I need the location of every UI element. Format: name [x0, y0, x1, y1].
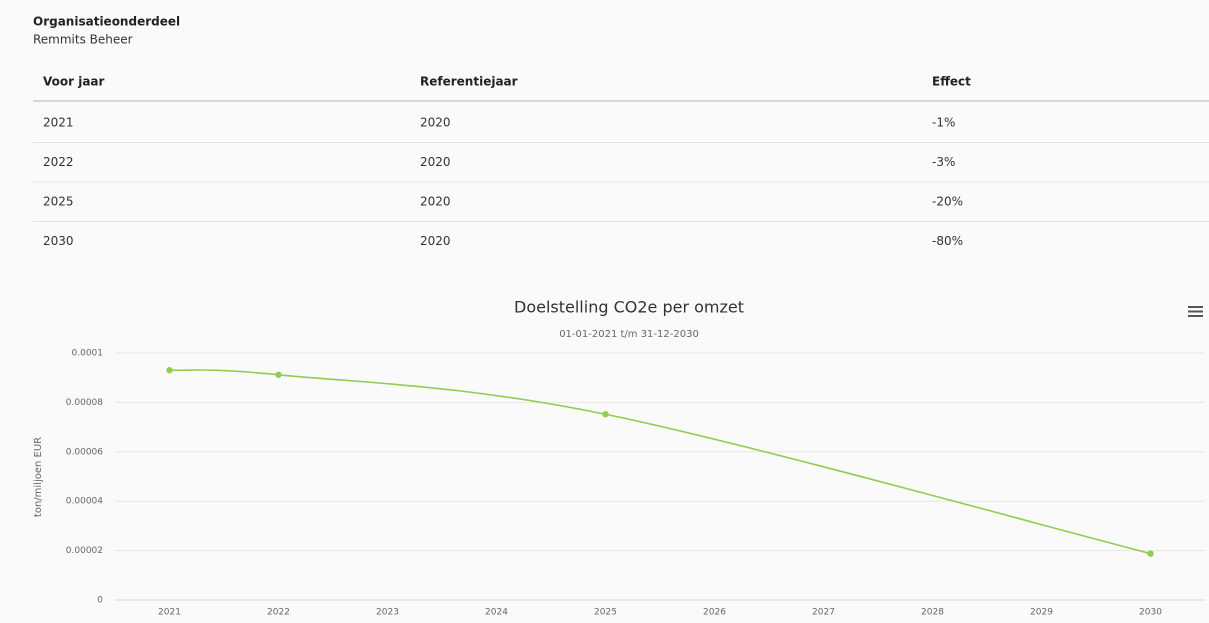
- x-tick-label: 2027: [812, 608, 835, 618]
- series-line: [169, 369, 1151, 555]
- y-tick-label: 0: [97, 596, 103, 606]
- column-header: Effect: [932, 75, 971, 89]
- column-header: Voor jaar: [43, 75, 105, 89]
- x-tick-label: 2023: [376, 608, 399, 618]
- table-cell: 2020: [420, 234, 451, 248]
- table-cell: -1%: [932, 116, 955, 130]
- table-cell: 2022: [43, 155, 74, 169]
- chart-title: Doelstelling CO2e per omzet: [514, 298, 744, 317]
- table-cell: -3%: [932, 155, 955, 169]
- menu-bar: [1188, 310, 1203, 313]
- y-tick-label: 0.00002: [66, 546, 103, 556]
- table-cell: 2021: [43, 116, 74, 130]
- x-tick-label: 2028: [921, 608, 944, 618]
- menu-bar: [1188, 315, 1203, 317]
- y-tick-label: 0.00004: [66, 497, 103, 507]
- x-tick-label: 2025: [594, 608, 617, 618]
- menu-button[interactable]: [1188, 306, 1203, 317]
- x-tick-label: 2029: [1030, 608, 1053, 618]
- data-point: [1147, 550, 1154, 557]
- table-cell: 2020: [420, 116, 451, 130]
- chart-subtitle: 01-01-2021 t/m 31-12-2030: [559, 329, 699, 340]
- table-cell: -20%: [932, 195, 963, 209]
- y-tick-label: 0.00006: [66, 447, 103, 457]
- table-cell: 2030: [43, 234, 74, 248]
- menu-bar: [1188, 306, 1203, 308]
- x-tick-label: 2021: [158, 608, 181, 618]
- data-point: [166, 366, 173, 374]
- x-tick-label: 2026: [703, 608, 726, 618]
- table-cell: -80%: [932, 234, 963, 248]
- table-cell: 2020: [420, 155, 451, 169]
- data-point: [602, 411, 609, 418]
- x-tick-label: 2024: [485, 608, 508, 618]
- org-value: Remmits Beheer: [33, 33, 133, 47]
- y-tick-label: 0.00008: [66, 398, 103, 408]
- column-header: Referentiejaar: [420, 75, 518, 89]
- table-cell: 2025: [43, 195, 74, 209]
- x-tick-label: 2022: [267, 608, 290, 618]
- y-tick-label: 0.0001: [72, 349, 104, 359]
- table-cell: 2020: [420, 195, 451, 209]
- y-axis-label: ton/miljoen EUR: [33, 437, 44, 517]
- data-point: [275, 371, 282, 378]
- org-label: Organisatieonderdeel: [33, 15, 180, 29]
- x-tick-label: 2030: [1139, 608, 1162, 618]
